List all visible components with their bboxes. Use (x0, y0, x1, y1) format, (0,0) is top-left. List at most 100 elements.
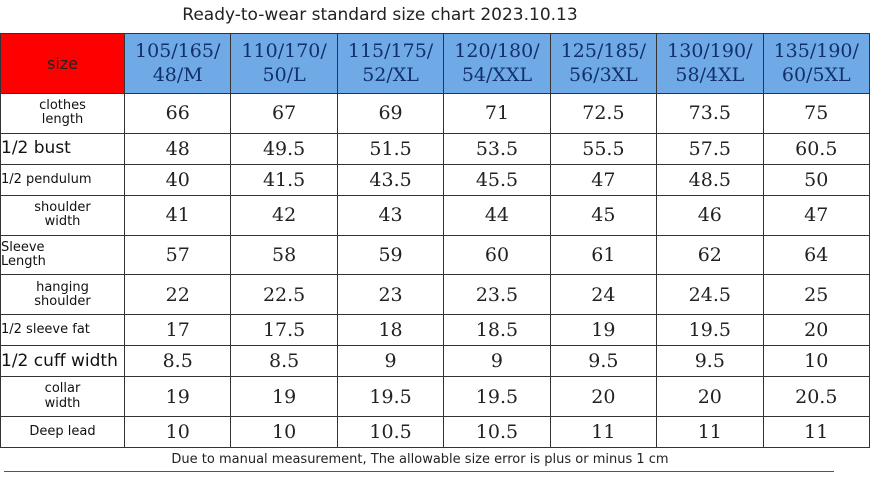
measurement-note: Due to manual measurement, The allowable… (171, 452, 669, 467)
size-header-cell: 135/190/ 60/5XL (762, 33, 871, 94)
measurement-value: 42 (230, 194, 338, 236)
measurement-value: 45.5 (443, 163, 551, 196)
measurement-value: 40 (123, 163, 232, 196)
measurement-value: 19.5 (656, 314, 764, 347)
measurement-value: 41 (123, 194, 232, 236)
measurement-value: 25 (762, 274, 871, 316)
measurement-value: 19.5 (443, 376, 551, 417)
measurement-value: 75 (762, 93, 871, 134)
measurement-value: 57.5 (656, 132, 764, 165)
size-corner-label: size (0, 33, 125, 94)
measurement-row: Deep lead 10 10 10.5 10.5 11 11 11 (0, 415, 871, 449)
measurement-value: 17 (123, 314, 232, 347)
measurement-value: 18 (336, 314, 445, 347)
measurement-value: 44 (443, 194, 551, 236)
measurement-value: 17.5 (230, 314, 338, 347)
measurement-value: 41.5 (230, 163, 338, 196)
measurement-value: 24.5 (656, 274, 764, 316)
measurement-label: Deep lead (0, 415, 125, 449)
measurement-value: 69 (336, 93, 445, 134)
size-header-cell: 130/190/ 58/4XL (656, 33, 764, 94)
measurement-value: 73.5 (656, 93, 764, 134)
measurement-value: 23.5 (443, 274, 551, 316)
measurement-value: 60 (443, 234, 551, 276)
measurement-value: 9 (336, 345, 445, 378)
measurement-label: collar width (0, 376, 125, 417)
measurement-value: 8.5 (123, 345, 232, 378)
chart-title: Ready-to-wear standard size chart 2023.1… (182, 5, 578, 25)
measurement-row: shoulder width 41 42 43 44 45 46 47 (0, 194, 871, 236)
measurement-value: 10 (230, 415, 338, 449)
measurement-value: 51.5 (336, 132, 445, 165)
measurement-value: 9.5 (549, 345, 658, 378)
measurement-value: 10.5 (336, 415, 445, 449)
measurement-value: 60.5 (762, 132, 871, 165)
measurement-value: 19 (230, 376, 338, 417)
measurement-label: Sleeve Length (0, 234, 125, 276)
measurement-value: 20 (656, 376, 764, 417)
measurement-value: 10 (123, 415, 232, 449)
size-header-cell: 110/170/ 50/L (230, 33, 338, 94)
measurement-label: hanging shoulder (0, 274, 125, 316)
measurement-value: 59 (336, 234, 445, 276)
measurement-value: 71 (443, 93, 551, 134)
measurement-row: 1/2 sleeve fat 17 17.5 18 18.5 19 19.5 20 (0, 314, 871, 347)
measurement-value: 57 (123, 234, 232, 276)
measurement-value: 10 (762, 345, 871, 378)
measurement-row: 1/2 bust 48 49.5 51.5 53.5 55.5 57.5 60.5 (0, 132, 871, 165)
measurement-label: shoulder width (0, 194, 125, 236)
measurement-value: 53.5 (443, 132, 551, 165)
measurement-value: 19 (549, 314, 658, 347)
measurement-value: 62 (656, 234, 764, 276)
measurement-value: 61 (549, 234, 658, 276)
measurement-value: 45 (549, 194, 658, 236)
size-header-cell: 125/185/ 56/3XL (549, 33, 658, 94)
footer-divider (4, 471, 834, 472)
measurement-value: 50 (762, 163, 871, 196)
size-header-cell: 115/175/ 52/XL (336, 33, 445, 94)
measurement-row: Sleeve Length 57 58 59 60 61 62 64 (0, 234, 871, 276)
measurement-value: 72.5 (549, 93, 658, 134)
measurement-label: clothes length (0, 93, 125, 134)
measurement-value: 10.5 (443, 415, 551, 449)
measurement-row: clothes length 66 67 69 71 72.5 73.5 75 (0, 93, 871, 134)
measurement-label: 1/2 cuff width (0, 345, 125, 378)
measurement-value: 43.5 (336, 163, 445, 196)
measurement-value: 24 (549, 274, 658, 316)
size-chart-body: clothes length 66 67 69 71 72.5 73.5 75 1/2 bust… (0, 93, 871, 449)
measurement-label: 1/2 sleeve fat (0, 314, 125, 347)
measurement-row: 1/2 cuff width 8.5 8.5 9 9 9.5 9.5 10 (0, 345, 871, 378)
measurement-value: 47 (549, 163, 658, 196)
measurement-label: 1/2 pendulum (0, 163, 125, 196)
measurement-row: collar width 19 19 19.5 19.5 20 20 20.5 (0, 376, 871, 417)
measurement-value: 49.5 (230, 132, 338, 165)
measurement-value: 58 (230, 234, 338, 276)
size-header-row: size 105/165/ 48/M 110/170/ 50/L 115/175/ … (0, 33, 871, 94)
measurement-value: 20 (762, 314, 871, 347)
measurement-value: 9.5 (656, 345, 764, 378)
measurement-value: 18.5 (443, 314, 551, 347)
measurement-value: 20 (549, 376, 658, 417)
size-header-cell: 105/165/ 48/M (123, 33, 232, 94)
measurement-value: 67 (230, 93, 338, 134)
size-chart-table: size 105/165/ 48/M 110/170/ 50/L 115/175/ … (0, 33, 871, 449)
measurement-value: 19 (123, 376, 232, 417)
measurement-label: 1/2 bust (0, 132, 125, 165)
measurement-value: 64 (762, 234, 871, 276)
measurement-value: 11 (549, 415, 658, 449)
measurement-value: 66 (123, 93, 232, 134)
measurement-value: 9 (443, 345, 551, 378)
measurement-value: 8.5 (230, 345, 338, 378)
measurement-value: 20.5 (762, 376, 871, 417)
measurement-value: 48.5 (656, 163, 764, 196)
measurement-value: 55.5 (549, 132, 658, 165)
size-header-cell: 120/180/ 54/XXL (443, 33, 551, 94)
measurement-value: 47 (762, 194, 871, 236)
measurement-value: 48 (123, 132, 232, 165)
measurement-value: 43 (336, 194, 445, 236)
measurement-value: 19.5 (336, 376, 445, 417)
measurement-row: 1/2 pendulum 40 41.5 43.5 45.5 47 48.5 50 (0, 163, 871, 196)
measurement-value: 22.5 (230, 274, 338, 316)
measurement-value: 46 (656, 194, 764, 236)
measurement-value: 11 (762, 415, 871, 449)
